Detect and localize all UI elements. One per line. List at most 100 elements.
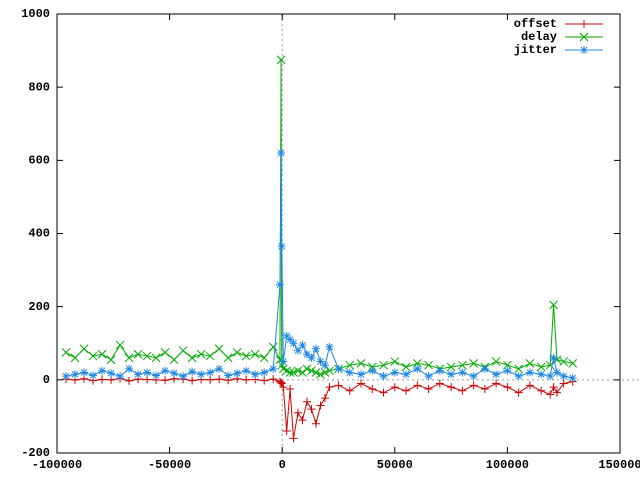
point-marker — [334, 381, 343, 390]
point-marker — [325, 342, 334, 351]
point-marker — [197, 370, 206, 379]
point-marker — [289, 434, 298, 443]
point-marker — [503, 366, 512, 375]
point-marker — [276, 55, 286, 65]
point-marker — [179, 372, 188, 381]
point-marker — [232, 348, 242, 357]
point-marker — [320, 368, 330, 377]
point-marker — [345, 360, 355, 370]
point-marker — [215, 364, 224, 373]
point-marker — [268, 342, 278, 352]
point-marker — [161, 366, 170, 375]
point-marker — [282, 331, 291, 340]
point-marker — [124, 353, 134, 363]
point-marker — [298, 368, 307, 377]
point-marker — [424, 360, 433, 370]
point-marker — [275, 280, 284, 289]
point-marker — [549, 353, 558, 362]
point-marker — [568, 374, 577, 383]
point-marker — [187, 353, 197, 363]
point-marker — [285, 368, 295, 377]
point-marker — [277, 242, 286, 251]
point-marker — [242, 366, 251, 375]
point-marker — [307, 353, 316, 362]
point-marker — [133, 349, 143, 359]
point-marker — [293, 408, 302, 417]
y-tick-label: 0 — [43, 373, 50, 387]
legend-marker — [580, 20, 588, 28]
point-marker — [279, 383, 288, 392]
point-marker — [447, 370, 456, 379]
point-marker — [480, 364, 489, 373]
point-marker — [277, 379, 286, 388]
point-marker — [401, 362, 411, 372]
point-marker — [241, 351, 251, 361]
point-marker — [568, 359, 578, 368]
point-marker — [458, 360, 467, 370]
point-marker — [97, 349, 107, 359]
point-marker — [357, 379, 366, 388]
point-marker — [98, 375, 107, 384]
point-marker — [215, 375, 224, 384]
point-marker — [279, 357, 288, 366]
point-marker — [302, 350, 311, 359]
point-marker — [151, 353, 161, 363]
point-marker — [275, 377, 284, 386]
point-marker — [79, 344, 89, 354]
point-marker — [379, 372, 388, 381]
point-marker — [469, 381, 478, 390]
y-tick-label: 600 — [28, 154, 50, 168]
x-tick-label: 0 — [279, 458, 286, 472]
point-marker — [289, 368, 298, 377]
point-marker — [298, 341, 307, 350]
point-marker — [224, 371, 233, 380]
point-marker — [356, 359, 366, 368]
point-marker — [480, 384, 489, 393]
point-marker — [559, 379, 568, 388]
y-tick-label: 200 — [28, 300, 50, 314]
point-marker — [142, 351, 152, 361]
point-marker — [447, 383, 456, 392]
point-marker — [552, 368, 561, 377]
legend-label: offset — [514, 17, 557, 31]
point-marker — [88, 351, 98, 361]
legend-label: delay — [521, 30, 557, 44]
point-marker — [125, 364, 134, 373]
point-marker — [178, 346, 188, 355]
point-marker — [251, 370, 260, 379]
point-marker — [206, 368, 215, 377]
point-marker — [269, 375, 278, 384]
point-marker — [492, 379, 501, 388]
point-marker — [334, 364, 343, 373]
point-marker — [525, 368, 534, 377]
point-marker — [116, 372, 125, 381]
legend-marker — [580, 46, 588, 54]
point-marker — [311, 419, 320, 428]
point-marker — [188, 367, 197, 376]
point-marker — [525, 359, 535, 368]
point-marker — [435, 379, 444, 388]
legend-label: jitter — [514, 43, 557, 57]
point-marker — [107, 369, 116, 378]
point-marker — [402, 370, 411, 379]
point-marker — [277, 149, 286, 158]
point-marker — [379, 360, 388, 370]
point-marker — [71, 370, 80, 379]
point-marker — [134, 370, 143, 379]
point-marker — [469, 372, 478, 381]
point-marker — [345, 386, 354, 395]
y-tick-label: 800 — [28, 80, 50, 94]
point-marker — [143, 375, 152, 384]
point-marker — [390, 383, 399, 392]
point-marker — [537, 370, 546, 379]
point-marker — [546, 372, 555, 381]
point-marker — [316, 357, 325, 366]
point-marker — [161, 376, 170, 385]
point-marker — [307, 366, 316, 376]
point-marker — [390, 368, 399, 377]
point-marker — [62, 372, 71, 381]
point-marker — [491, 357, 501, 366]
point-marker — [302, 364, 312, 374]
